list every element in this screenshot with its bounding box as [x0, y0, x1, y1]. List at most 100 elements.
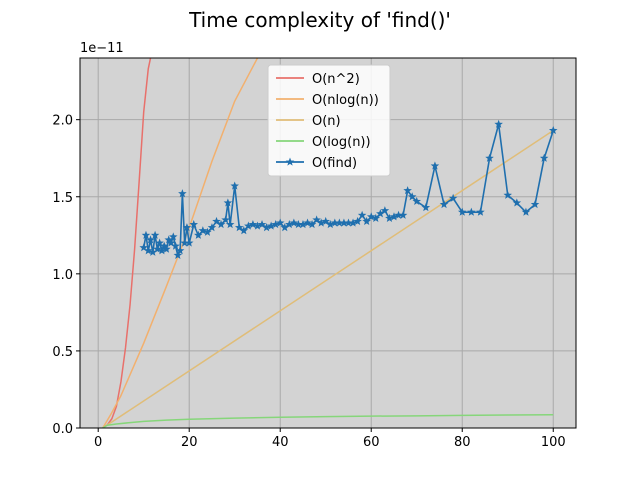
- data-point: [271, 220, 280, 229]
- data-point: [155, 238, 164, 247]
- data-point: [376, 209, 385, 218]
- data-point: [184, 238, 194, 247]
- data-point: [348, 218, 358, 227]
- data-point: [316, 218, 326, 227]
- data-point: [166, 238, 176, 247]
- series-line: [102, 58, 152, 428]
- series-line: [102, 413, 554, 428]
- data-point: [303, 218, 312, 227]
- data-point: [457, 207, 467, 216]
- data-point: [439, 199, 449, 209]
- data-point: [162, 244, 171, 253]
- legend-item-o-nlog-n: O(nlog(n)): [276, 93, 379, 108]
- data-point: [289, 218, 299, 227]
- data-point: [164, 235, 174, 244]
- series-o-nlog-n: [102, 58, 259, 428]
- y-tick-label: 0.0: [52, 422, 73, 437]
- series-line: [102, 58, 259, 428]
- data-point: [153, 244, 162, 253]
- data-point: [225, 220, 235, 229]
- data-point: [180, 238, 189, 247]
- data-point: [221, 215, 230, 224]
- data-point: [394, 210, 403, 219]
- data-point: [335, 218, 344, 227]
- data-point: [266, 221, 276, 230]
- y-tick-label: 0.5: [52, 345, 73, 360]
- data-point: [146, 235, 155, 244]
- x-tick-label: 40: [272, 435, 289, 450]
- data-point: [234, 223, 244, 232]
- data-point: [339, 218, 349, 227]
- series-o-find: [139, 119, 558, 259]
- data-point: [212, 216, 221, 226]
- data-point: [257, 220, 267, 229]
- data-point: [326, 220, 335, 229]
- series-o-n-2: [102, 58, 152, 428]
- y-tick-label: 1.0: [52, 268, 73, 283]
- x-tick-label: 60: [363, 435, 380, 450]
- data-point: [178, 189, 187, 198]
- data-point: [141, 230, 151, 239]
- data-point: [216, 220, 226, 229]
- plot-frame: [79, 57, 577, 429]
- data-point: [139, 243, 148, 252]
- data-point: [143, 246, 153, 255]
- data-point: [476, 207, 485, 216]
- legend: O(n^2) O(nlog(n)) O(n) O(log(n)) O(find): [267, 64, 391, 177]
- x-axis: 0 20 40 60 80 100: [94, 428, 566, 450]
- data-point: [280, 223, 290, 232]
- legend-label: O(n): [312, 114, 341, 129]
- data-point: [485, 153, 494, 162]
- legend-label: O(n^2): [312, 72, 360, 87]
- data-point: [207, 223, 217, 232]
- data-point: [467, 207, 476, 216]
- series-o-n: [102, 129, 554, 428]
- data-point: [253, 221, 262, 230]
- data-point: [194, 230, 203, 239]
- data-point: [362, 216, 371, 226]
- data-point: [223, 198, 233, 207]
- y-scale-label: 1e−11: [80, 41, 124, 56]
- data-point: [380, 206, 390, 215]
- x-tick-label: 80: [454, 435, 471, 450]
- data-point: [412, 196, 422, 206]
- legend-item-o-find: O(find): [276, 156, 357, 171]
- data-point: [169, 232, 178, 241]
- y-tick-label: 2.0: [52, 114, 73, 129]
- data-point: [175, 246, 185, 255]
- data-point: [150, 230, 160, 239]
- data-point: [285, 220, 294, 229]
- x-tick-label: 0: [94, 435, 102, 450]
- data-point: [275, 218, 285, 227]
- data-point: [407, 192, 417, 201]
- x-tick-label: 100: [541, 435, 566, 450]
- data-point: [389, 212, 399, 221]
- data-point: [312, 215, 321, 224]
- chart-title: Time complexity of 'find()': [188, 8, 451, 32]
- legend-item-o-log-n: O(log(n)): [276, 135, 371, 150]
- data-point: [421, 203, 431, 212]
- legend-label: O(nlog(n)): [312, 93, 379, 108]
- data-point: [357, 210, 367, 219]
- series-line: [102, 129, 554, 428]
- data-point: [182, 223, 192, 232]
- legend-label: O(log(n)): [312, 135, 371, 150]
- legend-box: [267, 64, 391, 177]
- series-layer: [102, 58, 558, 428]
- data-point: [539, 153, 549, 162]
- data-point: [230, 181, 239, 190]
- series-o-log-n: [102, 413, 554, 428]
- data-point: [157, 246, 167, 255]
- data-point: [521, 207, 531, 216]
- data-point: [262, 223, 271, 232]
- x-tick-label: 20: [181, 435, 198, 450]
- data-point: [244, 221, 253, 230]
- data-point: [159, 241, 169, 250]
- data-point: [353, 216, 362, 226]
- legend-marker: [285, 157, 295, 166]
- data-point: [371, 213, 381, 222]
- data-point: [530, 199, 540, 209]
- data-point: [448, 193, 458, 202]
- data-point: [307, 220, 317, 229]
